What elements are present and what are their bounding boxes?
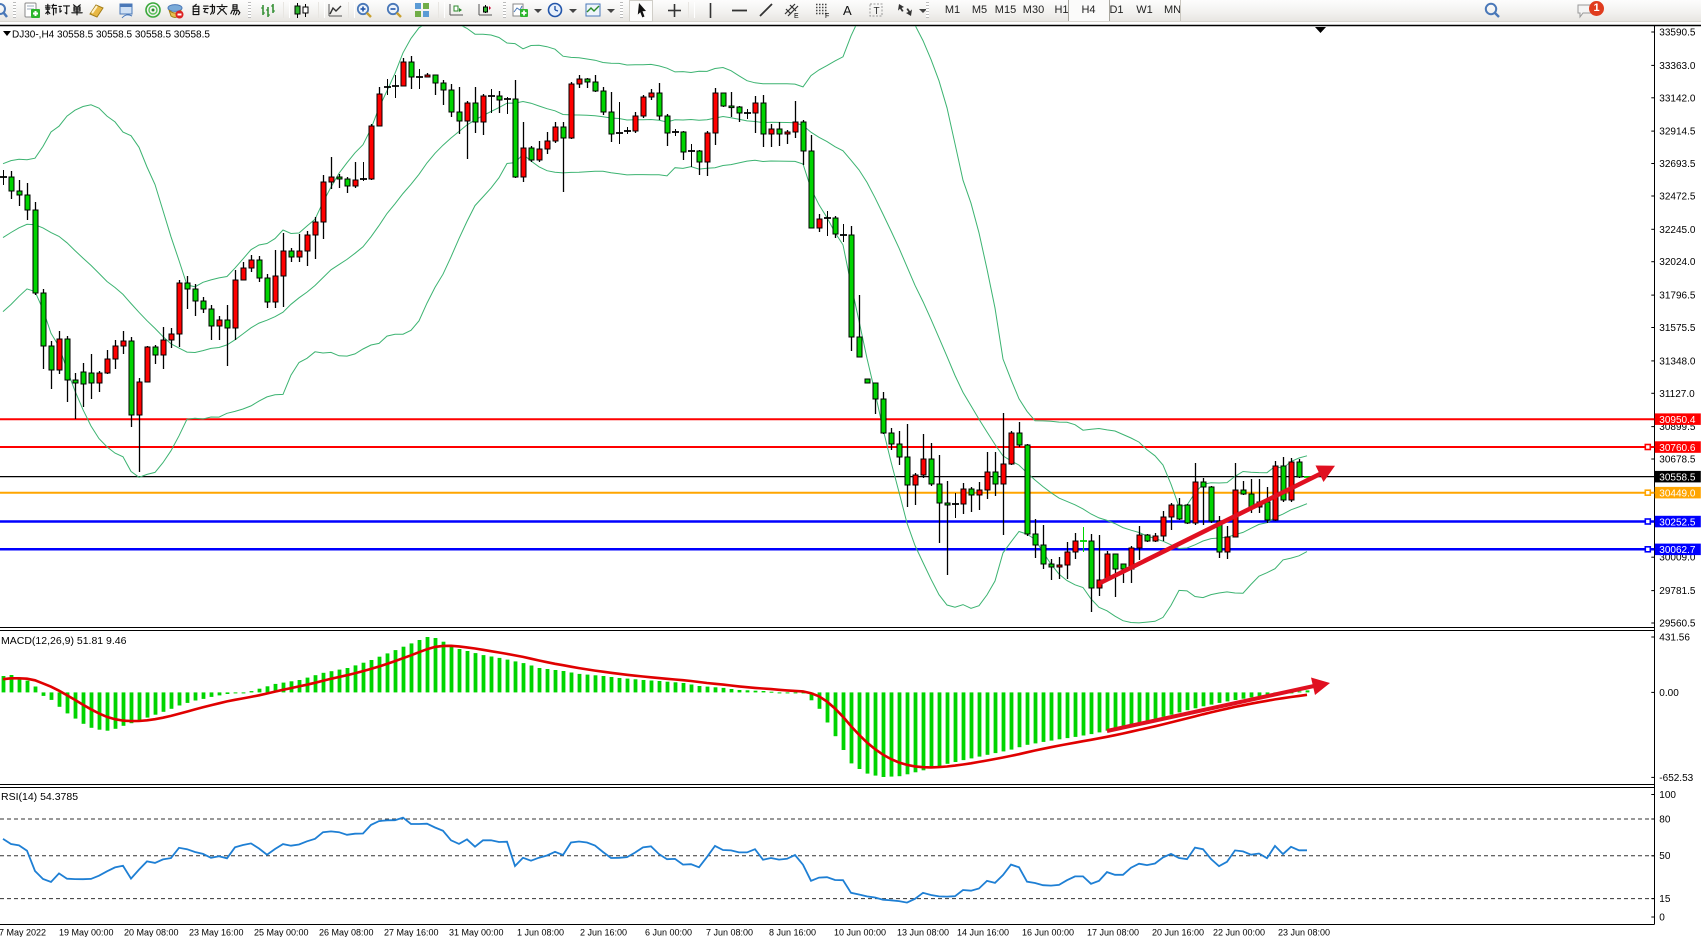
svg-text:30252.5: 30252.5	[1659, 517, 1696, 528]
svg-text:8 Jun 16:00: 8 Jun 16:00	[769, 928, 816, 937]
svg-text:20 Jun 16:00: 20 Jun 16:00	[1152, 928, 1204, 937]
svg-text:31575.5: 31575.5	[1659, 323, 1696, 334]
svg-text:0: 0	[1659, 913, 1665, 924]
svg-text:2 Jun 16:00: 2 Jun 16:00	[580, 928, 627, 937]
svg-text:80: 80	[1659, 815, 1671, 826]
svg-text:50: 50	[1659, 851, 1671, 862]
svg-text:32245.0: 32245.0	[1659, 225, 1696, 236]
svg-text:6 Jun 00:00: 6 Jun 00:00	[645, 928, 692, 937]
svg-text:29781.5: 29781.5	[1659, 586, 1696, 597]
svg-text:25 May 00:00: 25 May 00:00	[254, 928, 309, 937]
svg-text:33363.0: 33363.0	[1659, 61, 1696, 72]
svg-text:0.00: 0.00	[1659, 688, 1679, 699]
svg-text:33142.0: 33142.0	[1659, 93, 1696, 104]
svg-text:20 May 08:00: 20 May 08:00	[124, 928, 179, 937]
svg-text:30760.6: 30760.6	[1659, 443, 1696, 454]
svg-text:10 Jun 00:00: 10 Jun 00:00	[834, 928, 886, 937]
svg-text:33590.5: 33590.5	[1659, 28, 1696, 39]
svg-text:30678.5: 30678.5	[1659, 455, 1696, 466]
svg-text:30950.4: 30950.4	[1659, 415, 1696, 426]
svg-text:16 Jun 00:00: 16 Jun 00:00	[1022, 928, 1074, 937]
svg-text:31 May 00:00: 31 May 00:00	[449, 928, 504, 937]
svg-text:32914.5: 32914.5	[1659, 127, 1696, 138]
svg-text:30062.7: 30062.7	[1659, 545, 1696, 556]
svg-text:DJ30-,H4 30558.5 30558.5 3055: DJ30-,H4 30558.5 30558.5 30558.5 30558.5	[12, 30, 210, 41]
svg-text:1 Jun 08:00: 1 Jun 08:00	[517, 928, 564, 937]
svg-text:32472.5: 32472.5	[1659, 192, 1696, 203]
svg-text:MACD(12,26,9) 51.81 9.46: MACD(12,26,9) 51.81 9.46	[1, 635, 127, 647]
svg-text:-652.53: -652.53	[1659, 773, 1693, 784]
svg-text:30558.5: 30558.5	[1659, 472, 1696, 483]
svg-text:31348.0: 31348.0	[1659, 356, 1696, 367]
svg-text:17 Jun 08:00: 17 Jun 08:00	[1087, 928, 1139, 937]
svg-text:32693.5: 32693.5	[1659, 159, 1696, 170]
svg-text:15: 15	[1659, 894, 1671, 905]
svg-text:F: F	[825, 13, 829, 19]
svg-text:E: E	[794, 13, 799, 19]
svg-text:32024.0: 32024.0	[1659, 257, 1696, 268]
svg-text:22 Jun 00:00: 22 Jun 00:00	[1213, 928, 1265, 937]
svg-text:RSI(14) 54.3785: RSI(14) 54.3785	[1, 791, 78, 803]
svg-text:30009.0: 30009.0	[1659, 553, 1696, 564]
svg-text:14 Jun 16:00: 14 Jun 16:00	[957, 928, 1009, 937]
svg-text:30899.5: 30899.5	[1659, 422, 1696, 433]
svg-text:30449.0: 30449.0	[1659, 489, 1696, 500]
svg-text:23 Jun 08:00: 23 Jun 08:00	[1278, 928, 1330, 937]
svg-text:431.56: 431.56	[1659, 633, 1690, 644]
svg-text:23 May 16:00: 23 May 16:00	[189, 928, 244, 937]
svg-text:29560.5: 29560.5	[1659, 619, 1696, 630]
svg-text:T: T	[874, 6, 880, 17]
svg-text:17 May 2022: 17 May 2022	[0, 928, 46, 937]
svg-text:19 May 00:00: 19 May 00:00	[59, 928, 114, 937]
svg-text:26 May 08:00: 26 May 08:00	[319, 928, 374, 937]
svg-text:31796.5: 31796.5	[1659, 291, 1696, 302]
svg-text:13 Jun 08:00: 13 Jun 08:00	[897, 928, 949, 937]
svg-text:100: 100	[1659, 790, 1676, 801]
svg-text:7 Jun 08:00: 7 Jun 08:00	[706, 928, 753, 937]
svg-text:31127.0: 31127.0	[1659, 389, 1695, 400]
svg-text:27 May 16:00: 27 May 16:00	[384, 928, 439, 937]
